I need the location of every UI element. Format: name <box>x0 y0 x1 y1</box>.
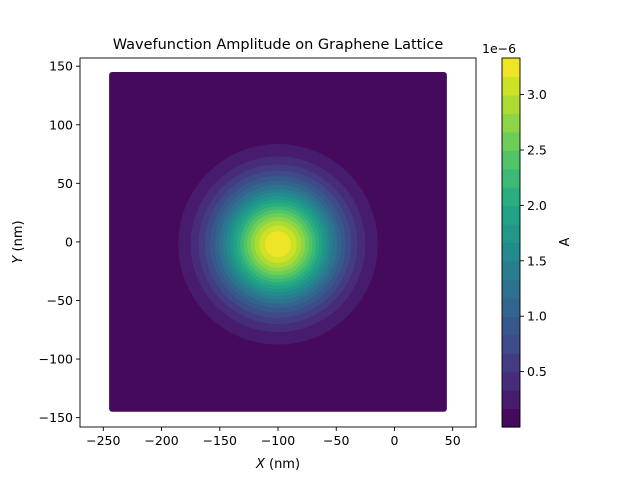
colorbar-tick-label: 3.0 <box>527 87 547 102</box>
contour-layer <box>109 72 447 412</box>
colorbar-band <box>502 150 520 170</box>
colorbar-band <box>502 316 520 336</box>
x-tick-label: −250 <box>86 433 120 448</box>
contour-band <box>264 231 292 258</box>
y-tick-label: −50 <box>47 293 73 308</box>
colorbar-band <box>502 187 520 207</box>
chart-title: Wavefunction Amplitude on Graphene Latti… <box>113 37 444 53</box>
y-tick-label: −150 <box>39 410 73 425</box>
plot-area <box>109 72 447 412</box>
x-tick-label: −150 <box>203 433 237 448</box>
colorbar-band <box>502 224 520 244</box>
colorbar-band <box>502 205 520 225</box>
y-tick-label: 100 <box>49 117 73 132</box>
colorbar-band <box>502 297 520 317</box>
colorbar-band <box>502 168 520 188</box>
colorbar-bands <box>502 58 520 428</box>
colorbar: 0.5 1.0 1.5 2.0 2.5 3.0 1e−6 A <box>482 41 573 428</box>
x-axis-label: X (nm) <box>255 457 300 472</box>
colorbar-band <box>502 279 520 299</box>
colorbar-band <box>502 58 520 78</box>
y-axis-ticks: 150 100 50 0 −50 −100 −150 <box>39 59 80 425</box>
colorbar-label: A <box>558 237 573 246</box>
colorbar-band <box>502 113 520 133</box>
colorbar-frame <box>501 57 521 428</box>
y-tick-label: −100 <box>39 352 73 367</box>
colorbar-band <box>502 353 520 373</box>
colorbar-band <box>502 76 520 96</box>
x-tick-label: 0 <box>390 433 398 448</box>
x-tick-label: −100 <box>261 433 295 448</box>
colorbar-tick-label: 1.5 <box>527 253 547 268</box>
colorbar-tick-label: 2.5 <box>527 142 547 157</box>
colorbar-band <box>502 260 520 280</box>
y-tick-label: 0 <box>65 234 73 249</box>
colorbar-scale-label: 1e−6 <box>482 41 516 56</box>
colorbar-band <box>502 131 520 151</box>
y-tick-label: 150 <box>49 59 73 74</box>
colorbar-band <box>502 390 520 410</box>
colorbar-band <box>502 334 520 354</box>
x-tick-label: 50 <box>445 433 461 448</box>
colorbar-band <box>502 94 520 114</box>
colorbar-band <box>502 408 520 428</box>
colorbar-ticks: 0.5 1.0 1.5 2.0 2.5 3.0 <box>520 87 547 379</box>
colorbar-tick-label: 2.0 <box>527 198 547 213</box>
colorbar-band <box>502 242 520 262</box>
x-axis-ticks: −250 −200 −150 −100 −50 0 50 <box>86 427 461 448</box>
colorbar-tick-label: 0.5 <box>527 364 547 379</box>
x-tick-label: −50 <box>323 433 349 448</box>
x-tick-label: −200 <box>144 433 178 448</box>
y-tick-label: 50 <box>57 176 73 191</box>
y-axis-label: Y (nm) <box>11 220 26 263</box>
colorbar-tick-label: 1.0 <box>527 309 547 324</box>
colorbar-band <box>502 371 520 391</box>
